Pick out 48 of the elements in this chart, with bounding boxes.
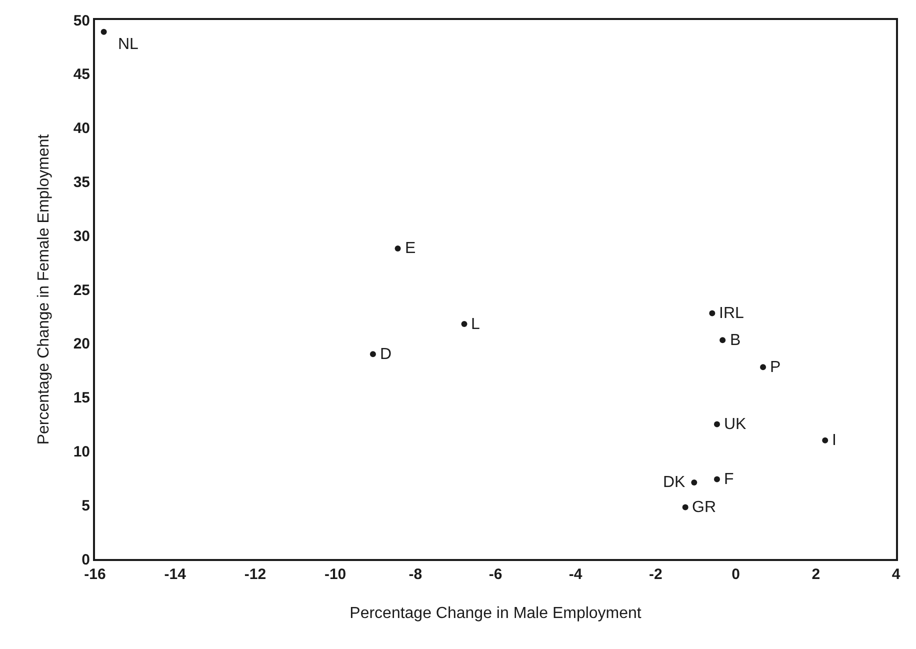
x-tick-label: -14 <box>164 566 187 583</box>
y-tick-label: 45 <box>73 66 90 84</box>
x-tick-label: -8 <box>408 566 422 583</box>
x-tick-label: 2 <box>812 566 820 583</box>
y-tick-label: 30 <box>73 228 90 245</box>
x-tick-label: -4 <box>568 566 583 583</box>
y-tick-label: 25 <box>73 282 90 299</box>
annotation: DK <box>663 474 686 491</box>
point <box>691 479 698 486</box>
annotation: F <box>724 471 734 488</box>
y-axis-title: Percentage Change in Female Employment <box>36 134 53 445</box>
point <box>709 310 716 316</box>
annotation: NL <box>118 36 139 53</box>
x-tick-label: -6 <box>488 566 502 583</box>
point <box>714 421 720 428</box>
point <box>720 337 726 344</box>
y-tick-label: 15 <box>73 390 90 407</box>
point <box>760 364 766 370</box>
y-tick-label: 0 <box>82 551 90 568</box>
annotation: E <box>405 240 416 257</box>
x-tick-label: 0 <box>732 566 740 583</box>
x-tick-label: -2 <box>649 566 662 583</box>
y-tick-label: 5 <box>82 497 90 514</box>
point <box>461 321 468 327</box>
y-tick-label: 50 <box>73 12 90 30</box>
annotation: IRL <box>719 305 744 322</box>
point <box>682 504 688 510</box>
annotation: D <box>380 346 392 363</box>
annotation: P <box>770 359 781 376</box>
point <box>370 351 376 358</box>
x-axis-title: Percentage Change in Male Employment <box>350 605 642 622</box>
x-tick-label: -16 <box>84 566 106 583</box>
annotation: UK <box>724 416 747 433</box>
x-tick-label: -12 <box>244 566 266 583</box>
point <box>100 28 107 35</box>
annotation: L <box>471 316 480 333</box>
y-tick-label: 20 <box>73 336 90 353</box>
point <box>714 476 720 482</box>
annotation: I <box>832 432 836 449</box>
y-tick-label: 10 <box>73 443 90 460</box>
x-tick-label: -10 <box>324 566 346 583</box>
annotation: GR <box>692 499 716 516</box>
x-tick-label: 4 <box>892 566 901 583</box>
point <box>394 246 401 252</box>
annotation: B <box>730 332 741 349</box>
y-tick-label: 35 <box>73 174 90 191</box>
point <box>822 437 828 444</box>
y-tick-label: 40 <box>73 120 90 138</box>
